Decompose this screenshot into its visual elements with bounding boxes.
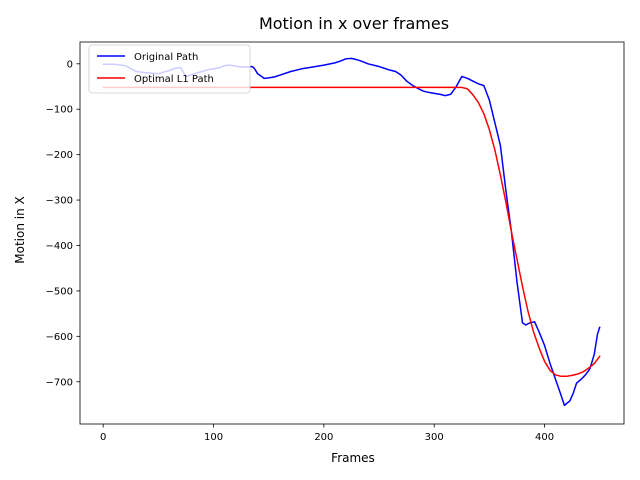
y-tick-label: −700 <box>46 377 73 388</box>
series-line-2 <box>102 86 601 378</box>
y-tick-label: −600 <box>46 332 73 343</box>
x-tick-label: 200 <box>314 432 333 443</box>
legend-box <box>88 44 251 94</box>
y-tick-label: −400 <box>46 241 73 252</box>
x-tick-label: 400 <box>535 432 554 443</box>
y-tick-label: −500 <box>46 286 73 297</box>
legend-label-2: Optimal L1 Path <box>134 74 214 85</box>
legend-label-1: Original Path <box>134 52 198 63</box>
y-axis-label: Motion in X <box>13 196 27 263</box>
x-tick-label: 0 <box>100 432 106 443</box>
x-tick-label: 300 <box>425 432 444 443</box>
y-tick-label: 0 <box>67 59 73 70</box>
y-tick-label: −200 <box>46 150 73 161</box>
x-axis-label: Frames <box>331 451 375 465</box>
chart-title: Motion in x over frames <box>259 14 449 33</box>
legend: Original Path Optimal L1 Path <box>88 44 251 94</box>
axes-frame <box>79 41 625 425</box>
y-tick-label: −300 <box>46 196 73 207</box>
x-tick-label: 100 <box>204 432 223 443</box>
y-tick-label: −100 <box>46 105 73 116</box>
